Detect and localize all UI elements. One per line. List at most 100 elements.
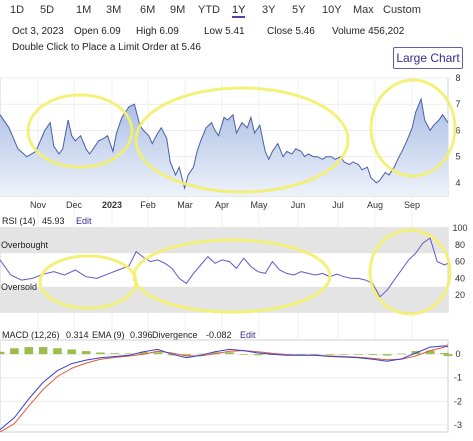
x-tick-label: Aug bbox=[367, 200, 383, 210]
highlight-circle bbox=[132, 238, 332, 314]
highlight-circle bbox=[369, 78, 457, 178]
tab-max[interactable]: Max bbox=[353, 4, 374, 16]
highlight-circle bbox=[368, 228, 452, 316]
divergence-bar bbox=[182, 354, 191, 356]
large-chart-button[interactable]: Large Chart bbox=[393, 47, 463, 69]
quote-low: Low 5.41 bbox=[204, 26, 245, 37]
tab-10y[interactable]: 10Y bbox=[322, 4, 342, 16]
rsi-y-tick: 80 bbox=[455, 240, 465, 250]
tab-9m[interactable]: 9M bbox=[170, 4, 186, 16]
highlight-circle bbox=[134, 86, 350, 194]
macd-value: 0.314 bbox=[66, 330, 89, 340]
macd-line bbox=[0, 345, 449, 430]
ema-line bbox=[0, 344, 449, 433]
x-tick-label: May bbox=[250, 200, 268, 210]
tab-1y[interactable]: 1Y bbox=[232, 4, 246, 18]
macd-y-tick: 0 bbox=[455, 349, 460, 359]
price-y-tick: 8 bbox=[455, 73, 460, 83]
divergence-bar bbox=[368, 354, 378, 356]
divergence-bar bbox=[239, 354, 249, 355]
tab-1d[interactable]: 1D bbox=[10, 4, 25, 16]
rsi-y-tick: 40 bbox=[455, 273, 465, 283]
macd-y-tick: -2 bbox=[454, 396, 462, 406]
divergence-bar bbox=[311, 354, 320, 355]
tab-6m[interactable]: 6M bbox=[140, 4, 156, 16]
macd-y-tick: -1 bbox=[454, 373, 462, 383]
rsi-y-tick: 20 bbox=[455, 290, 465, 300]
tab-ytd[interactable]: YTD bbox=[198, 4, 220, 16]
price-y-tick: 5 bbox=[455, 152, 460, 162]
tab-3y[interactable]: 3Y bbox=[262, 4, 276, 16]
x-tick-label: Nov bbox=[30, 200, 47, 210]
macd-edit-link[interactable]: Edit bbox=[240, 330, 256, 340]
divergence-bar bbox=[354, 354, 363, 355]
x-tick-label: Mar bbox=[177, 200, 193, 210]
ema-value: 0.396 bbox=[130, 330, 153, 340]
divergence-bar bbox=[153, 352, 163, 355]
divergence-bar bbox=[339, 354, 349, 355]
price-line bbox=[0, 97, 449, 191]
divergence-bar bbox=[225, 352, 234, 355]
macd-y-tick: -3 bbox=[454, 420, 462, 430]
limit-order-hint: Double Click to Place a Limit Order at 5… bbox=[12, 42, 201, 53]
quote-volume: Volume 456,202 bbox=[332, 26, 405, 37]
highlight-circle bbox=[26, 93, 134, 169]
rsi-title: RSI (14) bbox=[2, 216, 36, 226]
divergence-bar bbox=[10, 348, 19, 355]
divergence-bar bbox=[96, 352, 105, 355]
quote-high: High 6.09 bbox=[136, 26, 179, 37]
divergence-bar bbox=[124, 353, 134, 355]
ema-name: EMA (9) bbox=[92, 330, 125, 340]
divergence-bar bbox=[296, 354, 306, 355]
tab-5y[interactable]: 5Y bbox=[292, 4, 306, 16]
rsi-edit-link[interactable]: Edit bbox=[76, 216, 92, 226]
tab-5d[interactable]: 5D bbox=[40, 4, 55, 16]
divergence-bar bbox=[53, 348, 62, 355]
divergence-bar bbox=[139, 351, 148, 355]
divergence-bar bbox=[325, 354, 335, 355]
divergence-bar bbox=[67, 349, 77, 355]
divergence-bar bbox=[196, 353, 206, 355]
oversold-label: Oversold bbox=[1, 282, 37, 292]
divergence-bar bbox=[397, 353, 406, 355]
rsi-y-tick: 60 bbox=[455, 257, 465, 267]
x-tick-label: Sep bbox=[404, 200, 420, 210]
divergence-value: -0.082 bbox=[206, 330, 232, 340]
rsi-value: 45.93 bbox=[42, 216, 65, 226]
macd-title: MACD (12,26) bbox=[2, 330, 60, 340]
overbought-label: Overbought bbox=[1, 240, 49, 250]
divergence-bar bbox=[38, 347, 48, 355]
x-tick-label: Apr bbox=[215, 200, 229, 210]
x-tick-label: Jul bbox=[332, 200, 344, 210]
x-tick-label: Dec bbox=[66, 200, 83, 210]
quote-close: Close 5.46 bbox=[267, 26, 315, 37]
rsi-y-tick: 100 bbox=[452, 223, 467, 233]
quote-bar: Oct 3, 2023 Open 6.09 High 6.09 Low 5.41… bbox=[12, 26, 462, 38]
divergence-bar bbox=[253, 354, 263, 356]
price-area bbox=[0, 99, 448, 196]
x-tick-label: Feb bbox=[140, 200, 156, 210]
timeframe-tabs: 1D 5D 1M 3M 6M 9M YTD 1Y 3Y 5Y 10Y Max Custom bbox=[0, 0, 473, 20]
divergence-bar bbox=[81, 351, 91, 355]
divergence-bar bbox=[440, 352, 449, 355]
divergence-bar bbox=[443, 354, 453, 357]
divergence-bar bbox=[425, 350, 435, 355]
divergence-name: Divergence bbox=[152, 330, 198, 340]
tab-1m[interactable]: 1M bbox=[76, 4, 92, 16]
tab-3m[interactable]: 3M bbox=[106, 4, 122, 16]
x-tick-label: 2023 bbox=[102, 200, 122, 210]
divergence-bar bbox=[24, 347, 34, 355]
price-y-tick: 4 bbox=[455, 178, 460, 188]
quote-date: Oct 3, 2023 bbox=[12, 26, 64, 37]
macd-panel-frame bbox=[0, 339, 449, 433]
tab-custom[interactable]: Custom bbox=[383, 4, 421, 16]
price-y-tick: 6 bbox=[455, 125, 460, 135]
price-y-tick: 7 bbox=[455, 99, 460, 109]
divergence-bar bbox=[382, 354, 392, 356]
rsi-line bbox=[0, 237, 449, 298]
quote-open: Open 6.09 bbox=[74, 26, 121, 37]
divergence-bar bbox=[0, 351, 5, 355]
x-tick-label: Jun bbox=[291, 200, 306, 210]
divergence-bar bbox=[110, 353, 120, 355]
